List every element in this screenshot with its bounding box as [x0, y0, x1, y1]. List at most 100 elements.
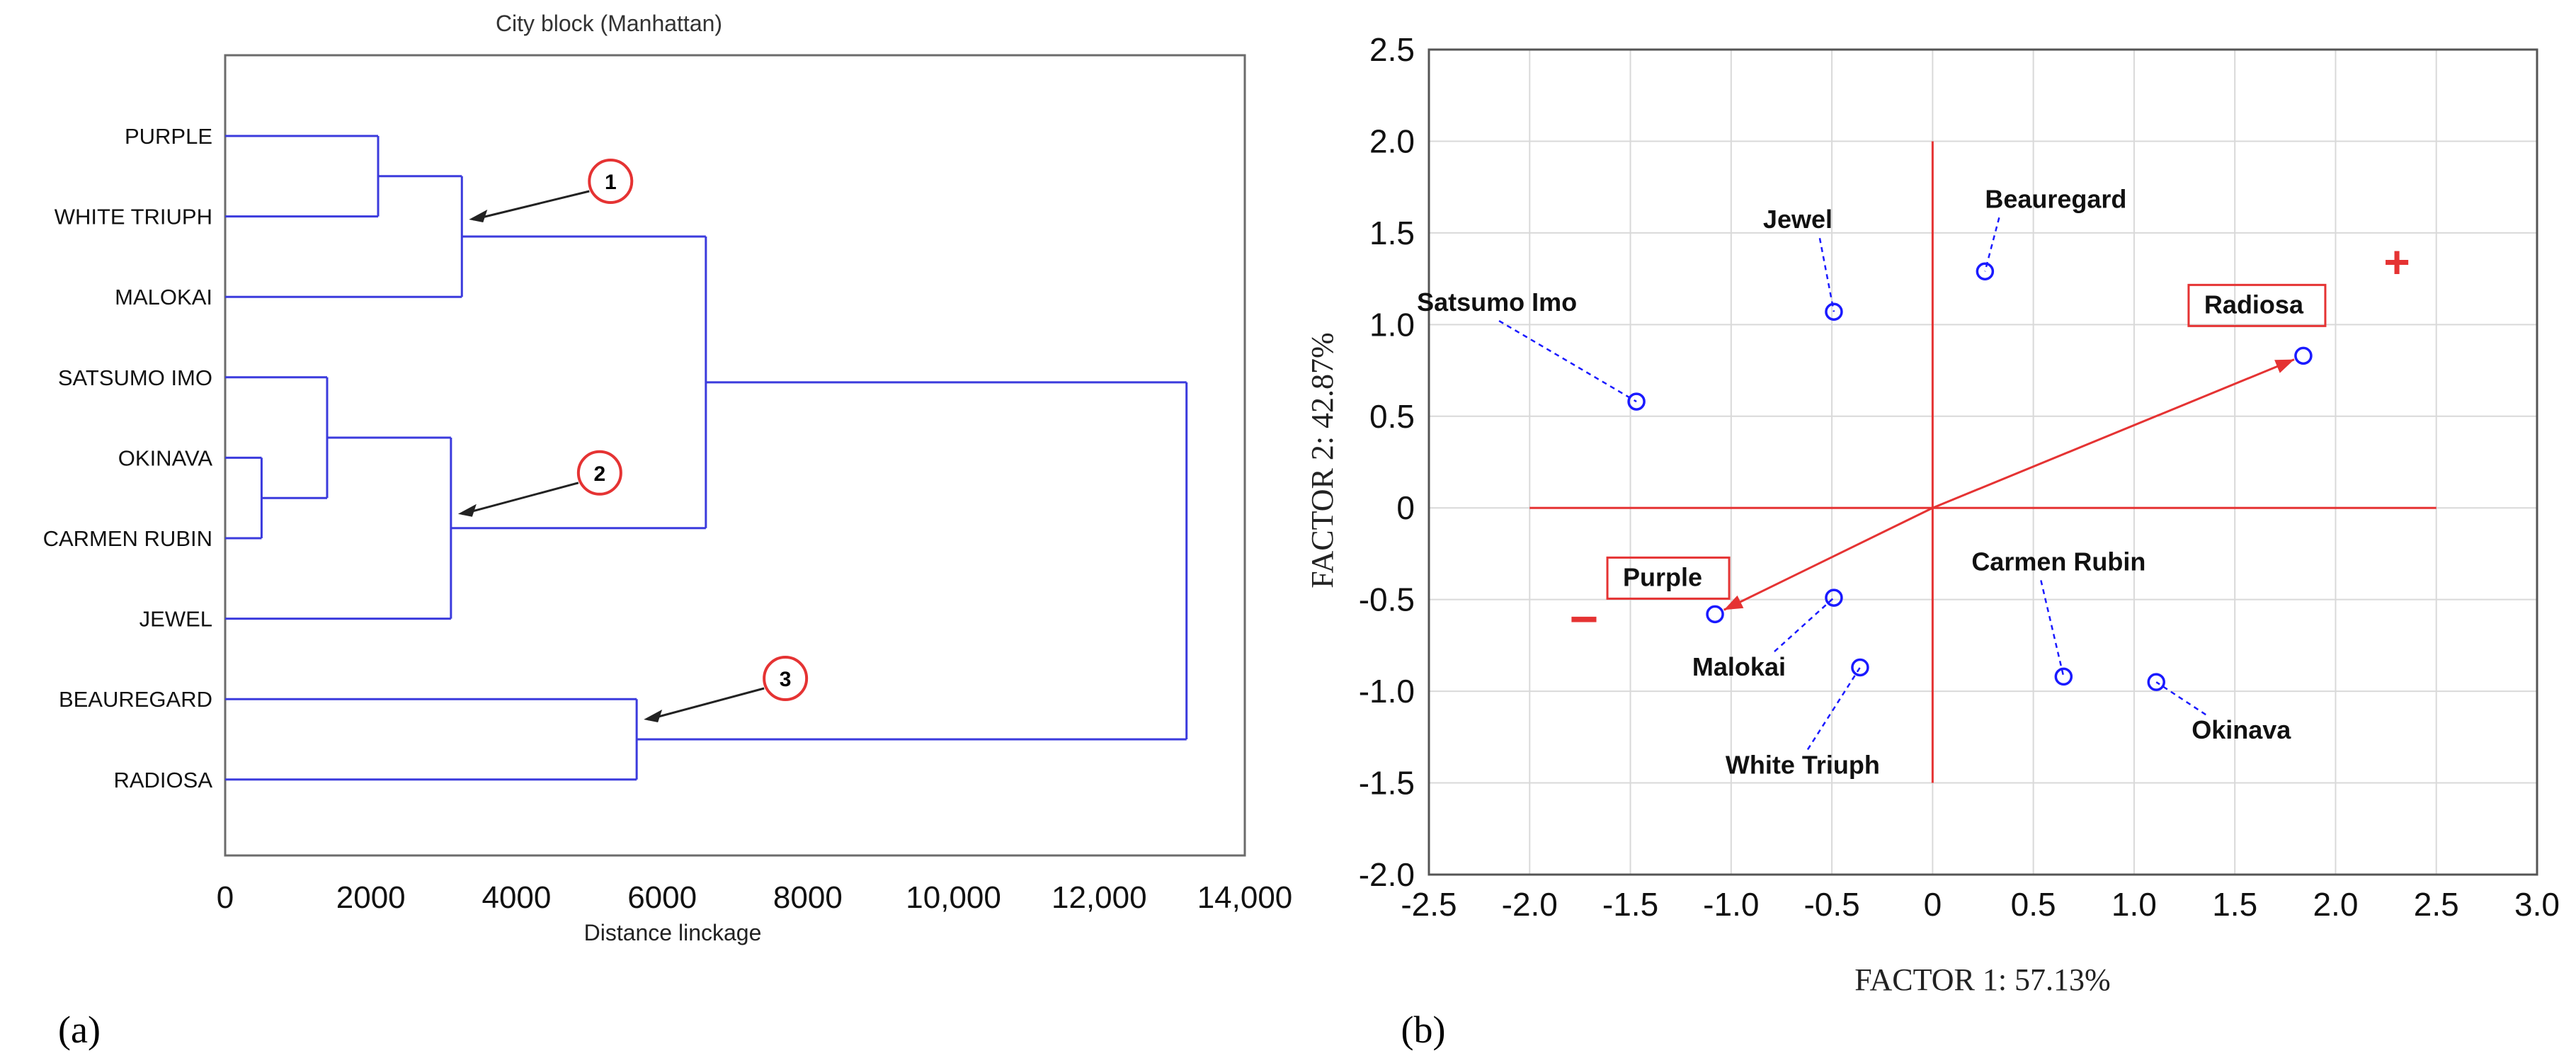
- x-tick-label-b: 0: [1924, 886, 1942, 923]
- x-tick-label-b: 0.5: [2011, 886, 2056, 923]
- callout-number: 3: [780, 668, 792, 691]
- panel-label-b: (b): [1401, 1008, 1446, 1051]
- x-axis-title-b: FACTOR 1: 57.13%: [1854, 962, 2110, 997]
- scatter-point: [2147, 673, 2165, 691]
- callout-arrow: [472, 190, 590, 221]
- x-tick-label: 14,000: [1197, 880, 1293, 915]
- dendrogram-callouts: 1 2 3: [457, 159, 809, 722]
- leaf-label: MALOKAI: [115, 285, 212, 309]
- leaf-labels: PURPLE WHITE TRIUPH MALOKAI SATSUMO IMO OKIN…: [43, 124, 213, 792]
- factor-arrows: [1723, 358, 2295, 611]
- y-tick-label-b: 0: [1396, 489, 1415, 526]
- x-tick-label: 12,000: [1052, 880, 1147, 915]
- point-label: Malokai: [1692, 652, 1786, 681]
- y-tick-label-b: -0.5: [1359, 581, 1415, 618]
- label-leader: [1818, 237, 1835, 312]
- point-label: Carmen Rubin: [1971, 547, 2145, 576]
- scatter-point: [1851, 658, 1869, 677]
- y-tick-label-b: 2.5: [1369, 31, 1415, 68]
- leaf-label: CARMEN RUBIN: [43, 526, 212, 551]
- leaf-label: SATSUMO IMO: [58, 365, 212, 390]
- grid-lines: [1428, 49, 2538, 875]
- scatter-point: [1627, 392, 1646, 411]
- label-box: [2187, 283, 2327, 327]
- label-leader: [1984, 217, 2000, 272]
- callout-number: 2: [594, 462, 606, 486]
- factor-arrowhead: [2274, 359, 2294, 373]
- callout-arrowhead: [457, 504, 477, 517]
- x-tick-label-b: -1.0: [1703, 886, 1759, 923]
- callout-number: 1: [605, 171, 617, 194]
- x-tick-label-b: 1.0: [2111, 886, 2157, 923]
- x-tick-label: 0: [217, 880, 234, 915]
- scatter-points: [1627, 262, 2313, 691]
- x-tick-label-b: 2.5: [2414, 886, 2459, 923]
- scatter-frame: [1427, 48, 2538, 876]
- leaf-label: BEAUREGARD: [59, 687, 212, 712]
- dendrogram-title: City block (Manhattan): [496, 11, 722, 36]
- leaf-label: PURPLE: [125, 124, 212, 149]
- y-tick-label-b: -1.5: [1359, 765, 1415, 802]
- x-tick-label-b: -0.5: [1803, 886, 1859, 923]
- label-leader: [2040, 580, 2065, 677]
- callout-arrow: [647, 687, 765, 721]
- scatter-point: [2054, 667, 2073, 686]
- point-labels: Satsumo Imo Jewel Beauregard Radiosa Purple M…: [1417, 184, 2327, 779]
- point-label: Jewel: [1763, 205, 1833, 234]
- x-tick-label-b: 3.0: [2514, 886, 2560, 923]
- x-tick-label: 6000: [627, 880, 697, 915]
- y-tick-label-b: 0.5: [1369, 398, 1415, 435]
- y-tick-label-b: 1.5: [1369, 215, 1415, 251]
- x-tick-label: 8000: [773, 880, 843, 915]
- y-tick-labels-b: 2.5 2.0 1.5 1.0 0.5 0 -0.5 -1.0 -1.5 -2.0: [1359, 31, 1415, 893]
- scatter-point: [1825, 588, 1843, 607]
- scatter-point: [1976, 262, 1995, 281]
- callout-arrowhead: [644, 710, 663, 722]
- x-axis-label: Distance linckage: [584, 920, 762, 945]
- leaf-label: WHITE TRIUPH: [55, 205, 212, 229]
- callout-arrow: [462, 482, 579, 516]
- y-axis-title-b: FACTOR 2: 42.87%: [1305, 332, 1340, 588]
- leaf-label: OKINAVA: [118, 445, 213, 470]
- callout-circle: [576, 450, 622, 496]
- panel-label-a: (a): [58, 1008, 101, 1051]
- point-label: White Triuph: [1726, 750, 1880, 779]
- x-tick-label-b: -1.5: [1602, 886, 1658, 923]
- callout-circle: [763, 656, 809, 701]
- scatter-point: [1706, 605, 1724, 624]
- y-tick-label-b: -1.0: [1359, 673, 1415, 710]
- dendrogram-links: [225, 135, 1188, 781]
- point-label: Purple: [1623, 562, 1702, 591]
- point-label: Satsumo Imo: [1417, 288, 1577, 317]
- label-leader: [1806, 666, 1861, 751]
- point-label: Beauregard: [1985, 184, 2126, 213]
- minus-sign: −: [1570, 591, 1599, 647]
- label-leader: [2155, 681, 2206, 716]
- y-tick-label-b: 2.0: [1369, 123, 1415, 159]
- x-tick-labels-b: -2.5 -2.0 -1.5 -1.0 -0.5 0 0.5 1.0 1.5 2.0 2.5 3.0: [1401, 886, 2560, 923]
- x-tick-label-b: -2.0: [1502, 886, 1558, 923]
- factor-panel: -2.5 -2.0 -1.5 -1.0 -0.5 0 0.5 1.0 1.5 2.0 2.5 3.0 …: [1305, 31, 2560, 1051]
- x-tick-label-b: -2.5: [1401, 886, 1457, 923]
- callout-circle: [588, 159, 634, 204]
- point-label: Okinava: [2192, 715, 2291, 744]
- x-tick-label-b: 2.0: [2313, 886, 2358, 923]
- plus-sign: +: [2383, 237, 2410, 288]
- callout-arrowhead: [469, 210, 488, 222]
- leaf-label: RADIOSA: [113, 768, 212, 792]
- x-tick-label: 10,000: [906, 880, 1001, 915]
- x-tick-label-b: 1.5: [2212, 886, 2257, 923]
- label-leader: [1774, 597, 1835, 653]
- factor-arrowhead: [1723, 595, 1744, 610]
- dendrogram-frame: [224, 54, 1246, 857]
- factor-arrow: [1932, 358, 2295, 509]
- x-tick-labels: 0 2000 4000 6000 8000 10,000 12,000 14,000: [217, 880, 1293, 915]
- label-box: [1606, 556, 1731, 600]
- scatter-point: [1825, 302, 1843, 321]
- dendrogram-panel: City block (Manhattan) PURPLE WHITE TRIUP…: [43, 11, 1293, 1051]
- factor-axis-lines: [1529, 141, 2437, 783]
- y-tick-label-b: 1.0: [1369, 306, 1415, 343]
- x-tick-label: 4000: [481, 880, 551, 915]
- scatter-point: [2294, 346, 2313, 365]
